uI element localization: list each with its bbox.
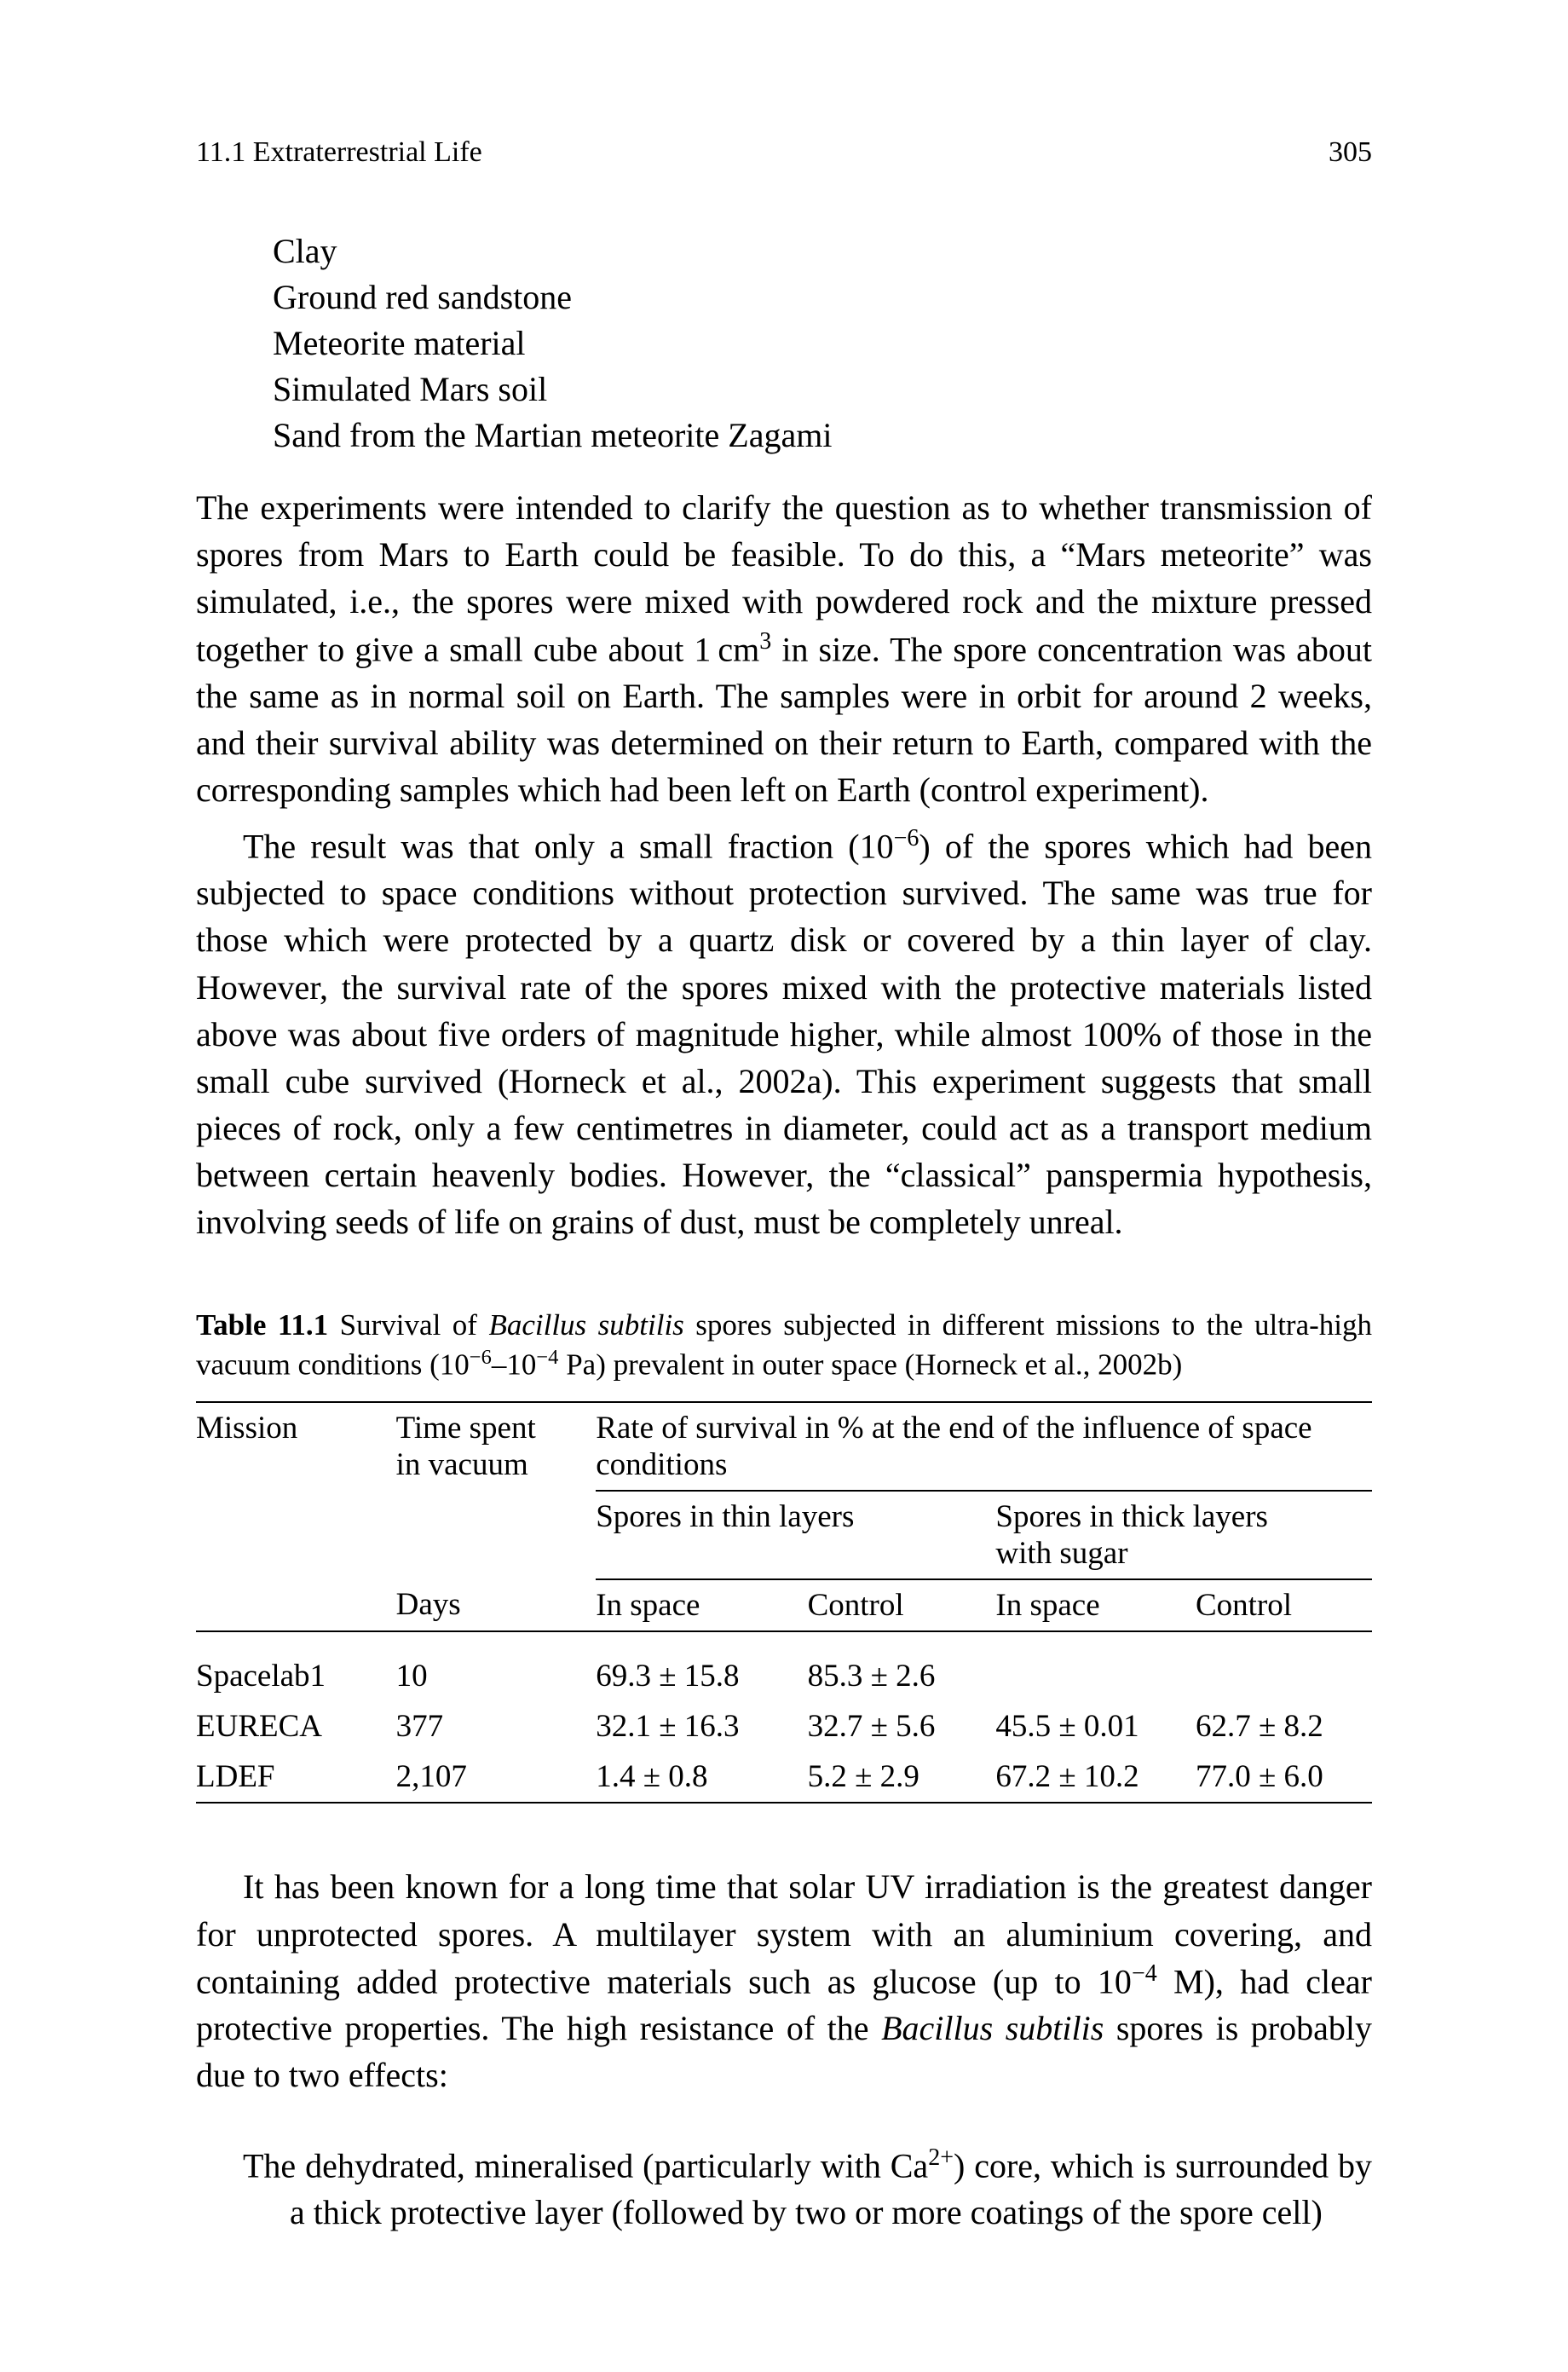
col-mission: Mission xyxy=(196,1402,396,1579)
cell-value: 45.5 ± 0.01 xyxy=(995,1701,1196,1752)
text: The result was that only a small fractio… xyxy=(243,827,894,865)
cell-mission: Spacelab1 xyxy=(196,1651,396,1701)
superscript: 3 xyxy=(759,628,771,655)
superscript: −4 xyxy=(1132,1960,1157,1987)
col-time: Time spent in vacuum xyxy=(396,1402,597,1579)
cell-mission: EURECA xyxy=(196,1701,396,1752)
col-control: Control xyxy=(808,1579,996,1631)
paragraph-3: It has been known for a long time that s… xyxy=(196,1863,1372,2098)
col-rate: Rate of survival in % at the end of the … xyxy=(596,1402,1372,1491)
page-number: 305 xyxy=(1329,136,1372,169)
cell xyxy=(196,1579,396,1631)
text: Spores in thick layers xyxy=(995,1499,1268,1534)
survival-table: Mission Time spent in vacuum Rate of sur… xyxy=(196,1401,1372,1804)
col-days: Days xyxy=(396,1579,597,1631)
col-control: Control xyxy=(1196,1579,1372,1631)
section-label: 11.1 Extraterrestrial Life xyxy=(196,136,482,169)
cell-value: 62.7 ± 8.2 xyxy=(1196,1701,1372,1752)
list-item: Clay xyxy=(273,228,1372,274)
text: ) of the spores which had been subjected… xyxy=(196,827,1372,1242)
table-caption: Table 11.1 Survival of Bacillus subtilis… xyxy=(196,1306,1372,1385)
cell-value: 32.7 ± 5.6 xyxy=(808,1701,996,1752)
list-item: Simulated Mars soil xyxy=(273,366,1372,413)
table-row: EURECA 377 32.1 ± 16.3 32.7 ± 5.6 45.5 ±… xyxy=(196,1701,1372,1752)
paragraph-2: The result was that only a small fractio… xyxy=(196,822,1372,1246)
cell-value: 67.2 ± 10.2 xyxy=(995,1752,1196,1803)
page: 11.1 Extraterrestrial Life 305 Clay Grou… xyxy=(0,0,1568,2372)
table-label: Table 11.1 xyxy=(196,1308,328,1342)
list-item: Meteorite material xyxy=(273,320,1372,366)
cell-days: 2,107 xyxy=(396,1752,597,1803)
table-row: LDEF 2,107 1.4 ± 0.8 5.2 ± 2.9 67.2 ± 10… xyxy=(196,1752,1372,1803)
text: Pa) prevalent in outer space (Horneck et… xyxy=(558,1348,1182,1382)
cell-days: 10 xyxy=(396,1651,597,1701)
cell-value: 1.4 ± 0.8 xyxy=(596,1752,807,1803)
cell-value: 69.3 ± 15.8 xyxy=(596,1651,807,1701)
cell-mission: LDEF xyxy=(196,1752,396,1803)
text: Time spent xyxy=(396,1411,536,1446)
col-inspace: In space xyxy=(596,1579,807,1631)
cell-value: 5.2 ± 2.9 xyxy=(808,1752,996,1803)
superscript: −4 xyxy=(536,1346,558,1369)
superscript: 2+ xyxy=(928,2144,954,2171)
list-item: Ground red sandstone xyxy=(273,274,1372,320)
cell-value: 85.3 ± 2.6 xyxy=(808,1651,996,1701)
text: –10 xyxy=(492,1348,537,1382)
text: The dehydrated, mineralised (particularl… xyxy=(243,2146,928,2184)
superscript: −6 xyxy=(470,1346,492,1369)
cell-days: 377 xyxy=(396,1701,597,1752)
text: in vacuum xyxy=(396,1447,528,1482)
list-item: The dehydrated, mineralised (particularl… xyxy=(243,2142,1372,2236)
table-row: Spacelab1 10 69.3 ± 15.8 85.3 ± 2.6 xyxy=(196,1651,1372,1701)
text: Survival of xyxy=(328,1308,488,1342)
cell-value xyxy=(995,1651,1196,1701)
running-header: 11.1 Extraterrestrial Life 305 xyxy=(196,136,1372,169)
cell-value: 32.1 ± 16.3 xyxy=(596,1701,807,1752)
list-item: Sand from the Martian meteorite Zagami xyxy=(273,413,1372,459)
effect-list: The dehydrated, mineralised (particularl… xyxy=(243,2142,1372,2236)
text: with sugar xyxy=(995,1536,1127,1571)
col-inspace: In space xyxy=(995,1579,1196,1631)
col-thick: Spores in thick layers with sugar xyxy=(995,1491,1372,1579)
paragraph-1: The experiments were intended to clarify… xyxy=(196,484,1372,814)
cell-value: 77.0 ± 6.0 xyxy=(1196,1752,1372,1803)
material-list: Clay Ground red sandstone Meteorite mate… xyxy=(273,228,1372,459)
species-name: Bacillus subtilis xyxy=(881,2009,1104,2047)
col-thin: Spores in thin layers xyxy=(596,1491,995,1579)
superscript: −6 xyxy=(894,825,919,851)
species-name: Bacillus subtilis xyxy=(488,1308,683,1342)
text: conditions xyxy=(596,1447,727,1482)
text: Rate of survival in % at the end of the … xyxy=(596,1411,1311,1446)
cell-value xyxy=(1196,1651,1372,1701)
